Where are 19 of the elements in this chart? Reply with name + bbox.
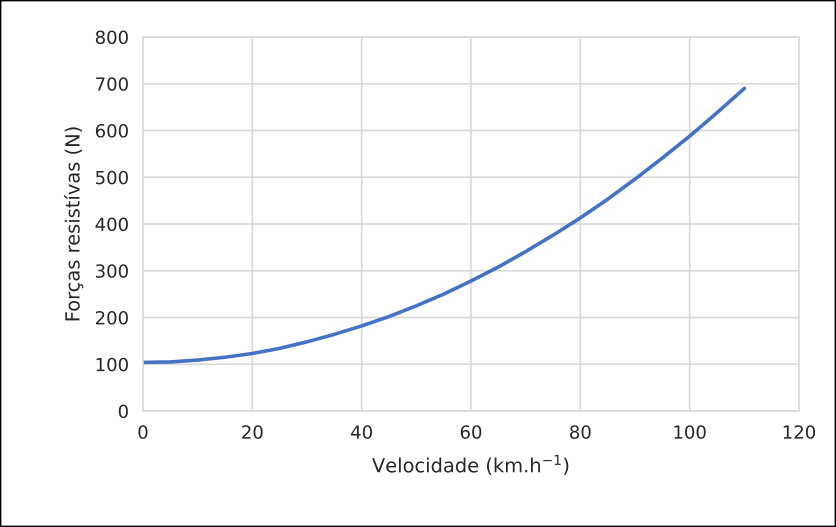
y-tick-label: 800 — [96, 30, 128, 44]
y-tick-label: 200 — [96, 310, 128, 325]
x-tick-label: 60 — [460, 425, 482, 439]
line-series — [143, 86, 746, 364]
x-tick-label: 0 — [138, 425, 148, 439]
x-tick-label: 120 — [784, 425, 816, 439]
y-tick-label: 500 — [96, 170, 128, 184]
x-tick-label: 80 — [570, 425, 591, 439]
y-tick-label: 400 — [96, 217, 128, 232]
y-axis-title: Forças resistívas (N) — [64, 127, 84, 320]
y-tick-label: 300 — [96, 264, 128, 278]
x-tick-label: 20 — [242, 425, 263, 439]
x-axis-title: Velocidade (km.h$^{−1}$) — [372, 454, 568, 475]
x-tick-label: 40 — [351, 425, 372, 439]
x-tick-label: 100 — [674, 425, 706, 439]
y-tick-label: 0 — [118, 404, 128, 418]
y-tick-label: 700 — [96, 77, 128, 91]
y-tick-label: 100 — [96, 358, 128, 372]
y-tick-label: 600 — [96, 124, 128, 138]
